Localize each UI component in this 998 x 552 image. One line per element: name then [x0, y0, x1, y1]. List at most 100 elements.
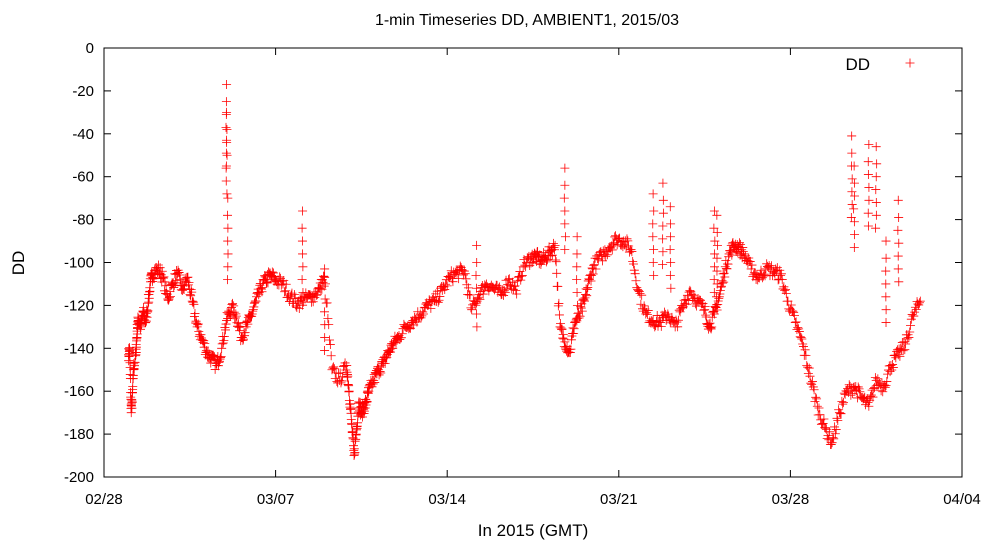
data-point [691, 301, 701, 311]
data-point [711, 292, 721, 302]
data-point [369, 375, 379, 385]
legend-marker [905, 58, 915, 68]
data-point [626, 245, 636, 255]
data-point [673, 322, 683, 332]
data-point [350, 448, 360, 458]
data-point [472, 258, 482, 267]
x-tick-label: 04/04 [943, 491, 981, 508]
data-point [658, 260, 668, 270]
data-point [863, 208, 873, 218]
data-point [319, 281, 329, 291]
data-point [582, 291, 592, 301]
data-point [881, 266, 891, 276]
data-point [503, 275, 513, 285]
data-point [635, 289, 645, 299]
data-point [560, 245, 570, 255]
data-point [153, 264, 163, 274]
data-point [871, 197, 881, 207]
data-point [738, 242, 748, 252]
data-point [585, 270, 595, 280]
data-point [535, 250, 545, 260]
data-point [820, 423, 830, 433]
data-point [789, 311, 799, 321]
data-point [473, 292, 483, 302]
data-point [713, 296, 723, 306]
data-point [795, 332, 805, 342]
data-point [723, 259, 733, 269]
data-point [879, 380, 889, 390]
data-point [386, 347, 396, 357]
data-point [556, 323, 566, 333]
data-point [193, 319, 203, 329]
data-point [472, 322, 482, 332]
data-point [550, 240, 560, 250]
data-point [267, 267, 277, 277]
data-point [641, 309, 651, 319]
data-point [779, 282, 789, 292]
data-point [297, 275, 307, 285]
data-point [883, 369, 893, 379]
data-point [347, 419, 357, 429]
data-point [223, 275, 233, 285]
data-point [686, 287, 696, 297]
data-point [287, 288, 297, 298]
data-point [843, 383, 853, 393]
data-point [849, 178, 859, 188]
data-point [642, 309, 652, 319]
data-point [127, 397, 137, 407]
data-point [809, 385, 819, 395]
data-point [693, 294, 703, 304]
data-point [895, 351, 905, 361]
data-point [541, 257, 551, 267]
data-point [230, 313, 240, 323]
data-point [658, 247, 668, 257]
data-point [881, 236, 891, 246]
data-point [280, 287, 290, 297]
data-point [630, 269, 640, 279]
data-point [279, 276, 289, 286]
data-point [871, 223, 881, 233]
data-point [186, 285, 196, 295]
data-point [888, 363, 898, 373]
data-point [867, 385, 877, 395]
data-point [320, 307, 330, 317]
data-point [846, 390, 856, 400]
data-point [512, 289, 522, 299]
data-point [193, 320, 203, 330]
data-point [847, 200, 857, 210]
data-point [298, 262, 308, 272]
data-point [568, 323, 578, 333]
data-point [853, 382, 863, 392]
data-point [893, 225, 903, 235]
data-point [319, 271, 329, 281]
data-point [177, 285, 187, 295]
data-point [467, 305, 477, 315]
data-point [648, 189, 658, 199]
data-point [199, 342, 209, 352]
data-point [252, 288, 262, 298]
data-point [580, 293, 590, 303]
data-point [572, 313, 582, 323]
data-point [320, 264, 330, 274]
data-point [811, 392, 821, 402]
data-point [227, 300, 237, 310]
data-point [554, 310, 564, 320]
data-point [864, 401, 874, 411]
data-point [223, 210, 233, 220]
data-point [459, 270, 469, 280]
data-point [368, 379, 378, 389]
data-point [866, 390, 876, 400]
data-point [863, 398, 873, 408]
data-point [214, 356, 224, 366]
data-point [819, 414, 829, 424]
data-point [335, 368, 345, 378]
data-point [712, 240, 722, 250]
data-point [628, 256, 638, 266]
data-point [894, 212, 904, 222]
data-point [320, 333, 330, 343]
y-tick-label: -100 [64, 255, 94, 272]
data-point [297, 236, 307, 246]
data-point [222, 79, 232, 89]
data-point [128, 382, 138, 392]
data-point [608, 239, 618, 249]
